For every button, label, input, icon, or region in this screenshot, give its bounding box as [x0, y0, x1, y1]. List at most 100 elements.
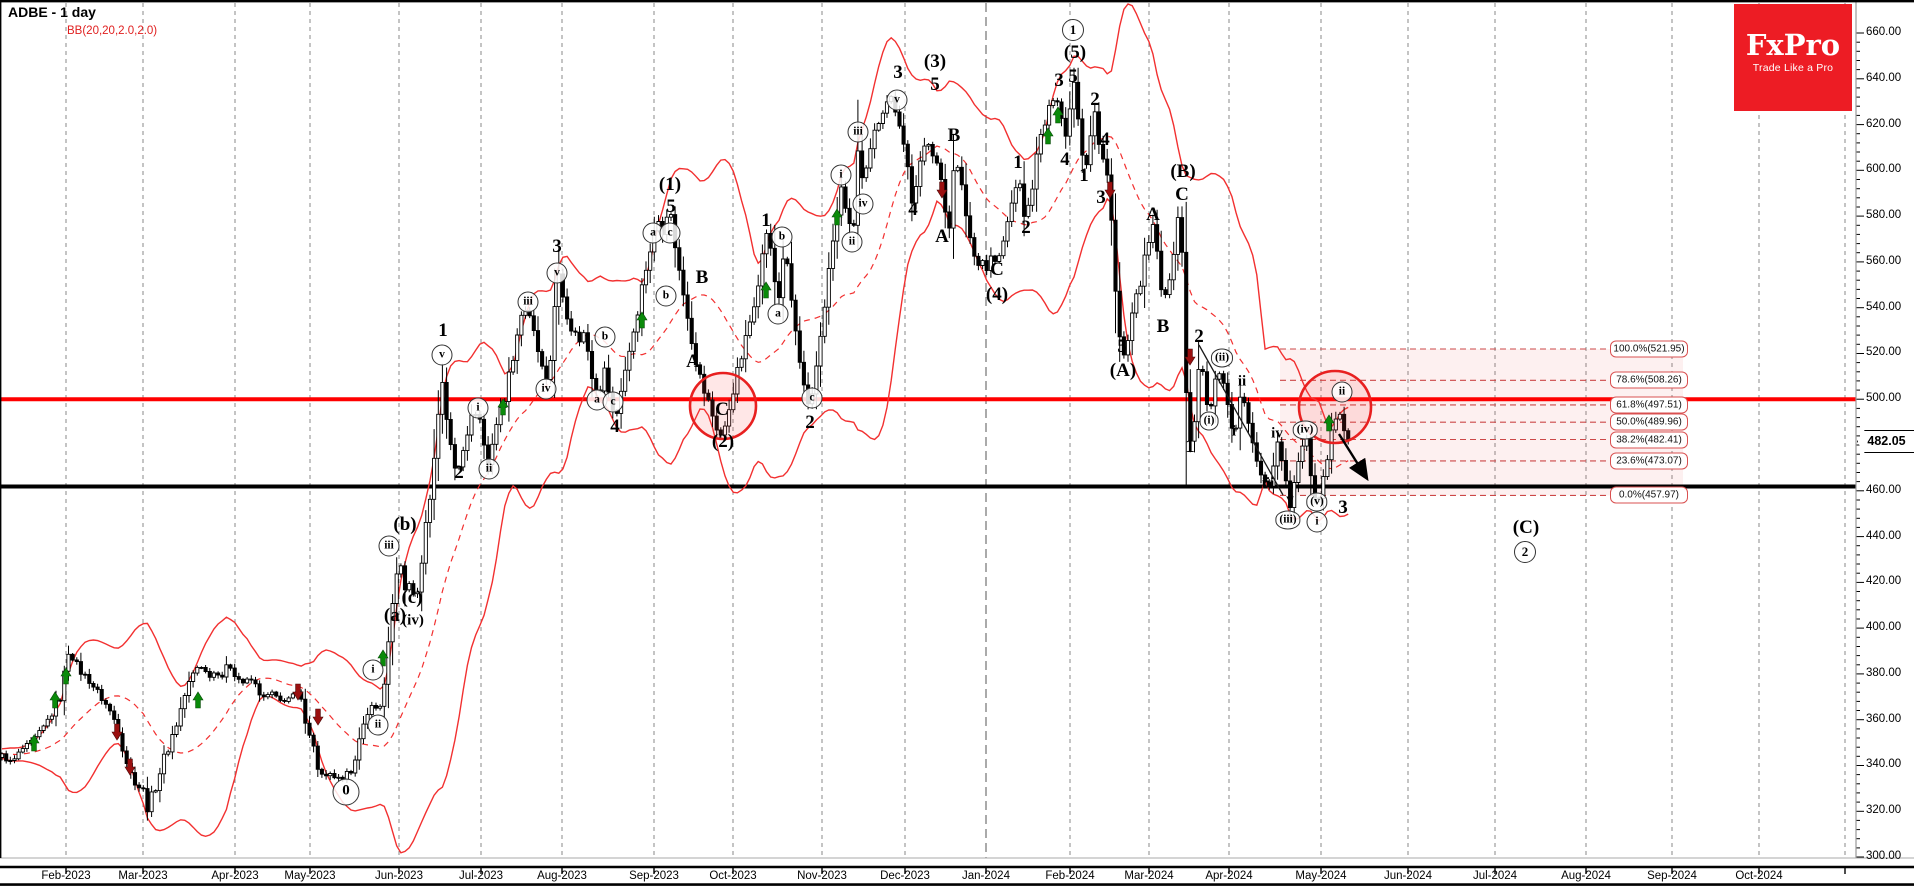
bb-upper-band — [1, 3, 1349, 750]
time-axis-label: Apr-2023 — [211, 870, 259, 882]
elliott-wave-label-b: b — [655, 285, 677, 307]
elliott-wave-label-v: v — [886, 89, 908, 111]
sell-signal-arrow — [312, 708, 324, 726]
sell-signal-arrow — [936, 181, 948, 199]
elliott-wave-label-iii: (iii) — [1275, 510, 1301, 530]
time-axis-label: Mar-2024 — [1124, 870, 1174, 882]
elliott-wave-label-1: (1) — [658, 174, 682, 195]
fib-level-label[interactable]: 38.2%(482.41) — [1610, 431, 1688, 448]
price-axis-label: 400.00 — [1866, 621, 1902, 634]
elliott-wave-label-A: A — [935, 226, 949, 247]
buy-signal-arrow — [760, 281, 772, 299]
sell-signal-arrow — [292, 683, 304, 701]
time-axis-label: Jun-2023 — [375, 870, 423, 882]
elliott-wave-label-i: i — [830, 164, 852, 186]
price-axis-label: 440.00 — [1866, 529, 1902, 542]
elliott-wave-label-ii: ii — [841, 231, 863, 253]
elliott-wave-label-i: i — [467, 397, 489, 419]
sell-signal-arrow — [1184, 348, 1196, 366]
elliott-wave-label-iv: iv — [1271, 425, 1283, 442]
elliott-wave-label-C: (C) — [1512, 517, 1540, 538]
elliott-wave-label-B: (B) — [1170, 161, 1196, 182]
elliott-wave-label-c: (c) — [401, 587, 423, 608]
elliott-wave-label-4: 4 — [610, 416, 620, 437]
elliott-wave-label-ii: ii — [478, 458, 500, 480]
elliott-wave-label-iv: iv — [852, 193, 874, 215]
price-axis-ticks — [1856, 32, 1864, 858]
elliott-wave-label-i: (i) — [1199, 411, 1219, 431]
elliott-wave-label-5: 5 — [1068, 66, 1078, 87]
elliott-wave-label-4: 4 — [908, 199, 918, 220]
price-axis-label: 540.00 — [1866, 300, 1902, 313]
fib-level-label[interactable]: 61.8%(497.51) — [1610, 396, 1688, 414]
time-axis-label: Feb-2023 — [41, 870, 91, 882]
price-axis-label: 660.00 — [1866, 26, 1902, 38]
elliott-wave-label-iii: iii — [1261, 475, 1275, 492]
buy-signal-arrow — [1323, 414, 1335, 432]
elliott-wave-label-5: 5 — [1117, 336, 1127, 357]
price-axis-label: 340.00 — [1866, 758, 1902, 771]
price-axis-label: 380.00 — [1866, 666, 1902, 679]
elliott-wave-label-a: a — [767, 303, 789, 325]
time-axis-label: Jan-2024 — [962, 870, 1010, 882]
descending-trendline[interactable] — [1198, 344, 1284, 496]
elliott-wave-label-1: 1 — [438, 320, 448, 341]
buy-signal-arrow — [60, 667, 72, 685]
elliott-wave-label-ii: ii — [1331, 381, 1353, 403]
time-axis-label: Jul-2024 — [1472, 870, 1518, 882]
fib-level-label[interactable]: 78.6%(508.26) — [1610, 371, 1688, 389]
elliott-wave-label-4: 4 — [1100, 129, 1110, 150]
elliott-wave-label-iii: iii — [378, 535, 400, 557]
elliott-wave-label-3: 3 — [1096, 187, 1106, 208]
buy-signal-arrow — [377, 649, 389, 667]
time-axis-label: Oct-2023 — [709, 870, 757, 882]
time-axis-label: May-2023 — [284, 870, 336, 882]
gridlines — [65, 3, 1846, 874]
forecast-arrow[interactable] — [1337, 433, 1369, 482]
time-axis-label: Aug-2024 — [1561, 870, 1611, 882]
indicator-label: BB(20,20,2.0,2.0) — [67, 25, 158, 37]
elliott-wave-label-2: 2 — [1514, 541, 1536, 563]
fxpro-logo-tagline: Trade Like a Pro — [1752, 62, 1834, 74]
fib-level-label[interactable]: 50.0%(489.96) — [1610, 413, 1688, 431]
fib-level-label[interactable]: 23.6%(473.07) — [1610, 452, 1688, 470]
price-axis-label: 300.00 — [1866, 850, 1902, 863]
elliott-wave-label-4: 4 — [1060, 149, 1070, 170]
elliott-wave-label-A: A — [686, 351, 700, 372]
price-axis-label: 620.00 — [1866, 117, 1902, 130]
elliott-wave-label-i: i — [1231, 423, 1237, 440]
price-axis-label: 520.00 — [1866, 346, 1902, 359]
elliott-wave-label-1: 1 — [1185, 436, 1195, 457]
elliott-wave-label-iii: iii — [517, 291, 539, 313]
elliott-wave-label-1: 1 — [1062, 19, 1084, 41]
elliott-wave-label-1: 1 — [1079, 165, 1089, 186]
buy-signal-arrow — [497, 398, 509, 416]
elliott-wave-label-A: A — [1146, 204, 1160, 225]
elliott-wave-label-v: v — [431, 344, 453, 366]
price-axis-label: 580.00 — [1866, 209, 1902, 222]
time-axis-label: May-2024 — [1295, 870, 1347, 882]
fib-level-label[interactable]: 0.0%(457.97) — [1610, 486, 1688, 504]
time-axis-label: Jul-2023 — [458, 870, 504, 882]
elliott-wave-label-ii: (ii) — [1210, 348, 1234, 368]
elliott-wave-label-5: (5) — [1063, 42, 1087, 63]
elliott-wave-label-B: B — [1156, 316, 1170, 337]
elliott-wave-label-b: b — [771, 226, 793, 248]
elliott-wave-label-3: 3 — [1054, 70, 1064, 91]
elliott-wave-label-v: v — [1286, 491, 1294, 508]
elliott-wave-label-ii: ii — [1237, 373, 1247, 390]
elliott-wave-label-c: c — [659, 222, 681, 244]
elliott-wave-label-iv: (iv) — [402, 612, 424, 629]
bb-middle-band — [1, 135, 1349, 756]
price-axis-label: 500.00 — [1866, 392, 1902, 405]
elliott-wave-label-v: (v) — [1306, 492, 1328, 512]
price-axis-label: 420.00 — [1866, 575, 1902, 588]
trade-signals — [28, 106, 1335, 776]
highlight-circle — [1297, 369, 1373, 445]
sell-signal-arrow — [111, 723, 123, 741]
elliott-wave-label-3: 3 — [552, 236, 562, 257]
elliott-wave-label-2: 2 — [1021, 217, 1031, 238]
fib-level-label[interactable]: 100.0%(521.95) — [1610, 340, 1688, 358]
fxpro-logo-text: FxPro — [1745, 28, 1841, 62]
elliott-wave-label-b: b — [594, 326, 616, 348]
